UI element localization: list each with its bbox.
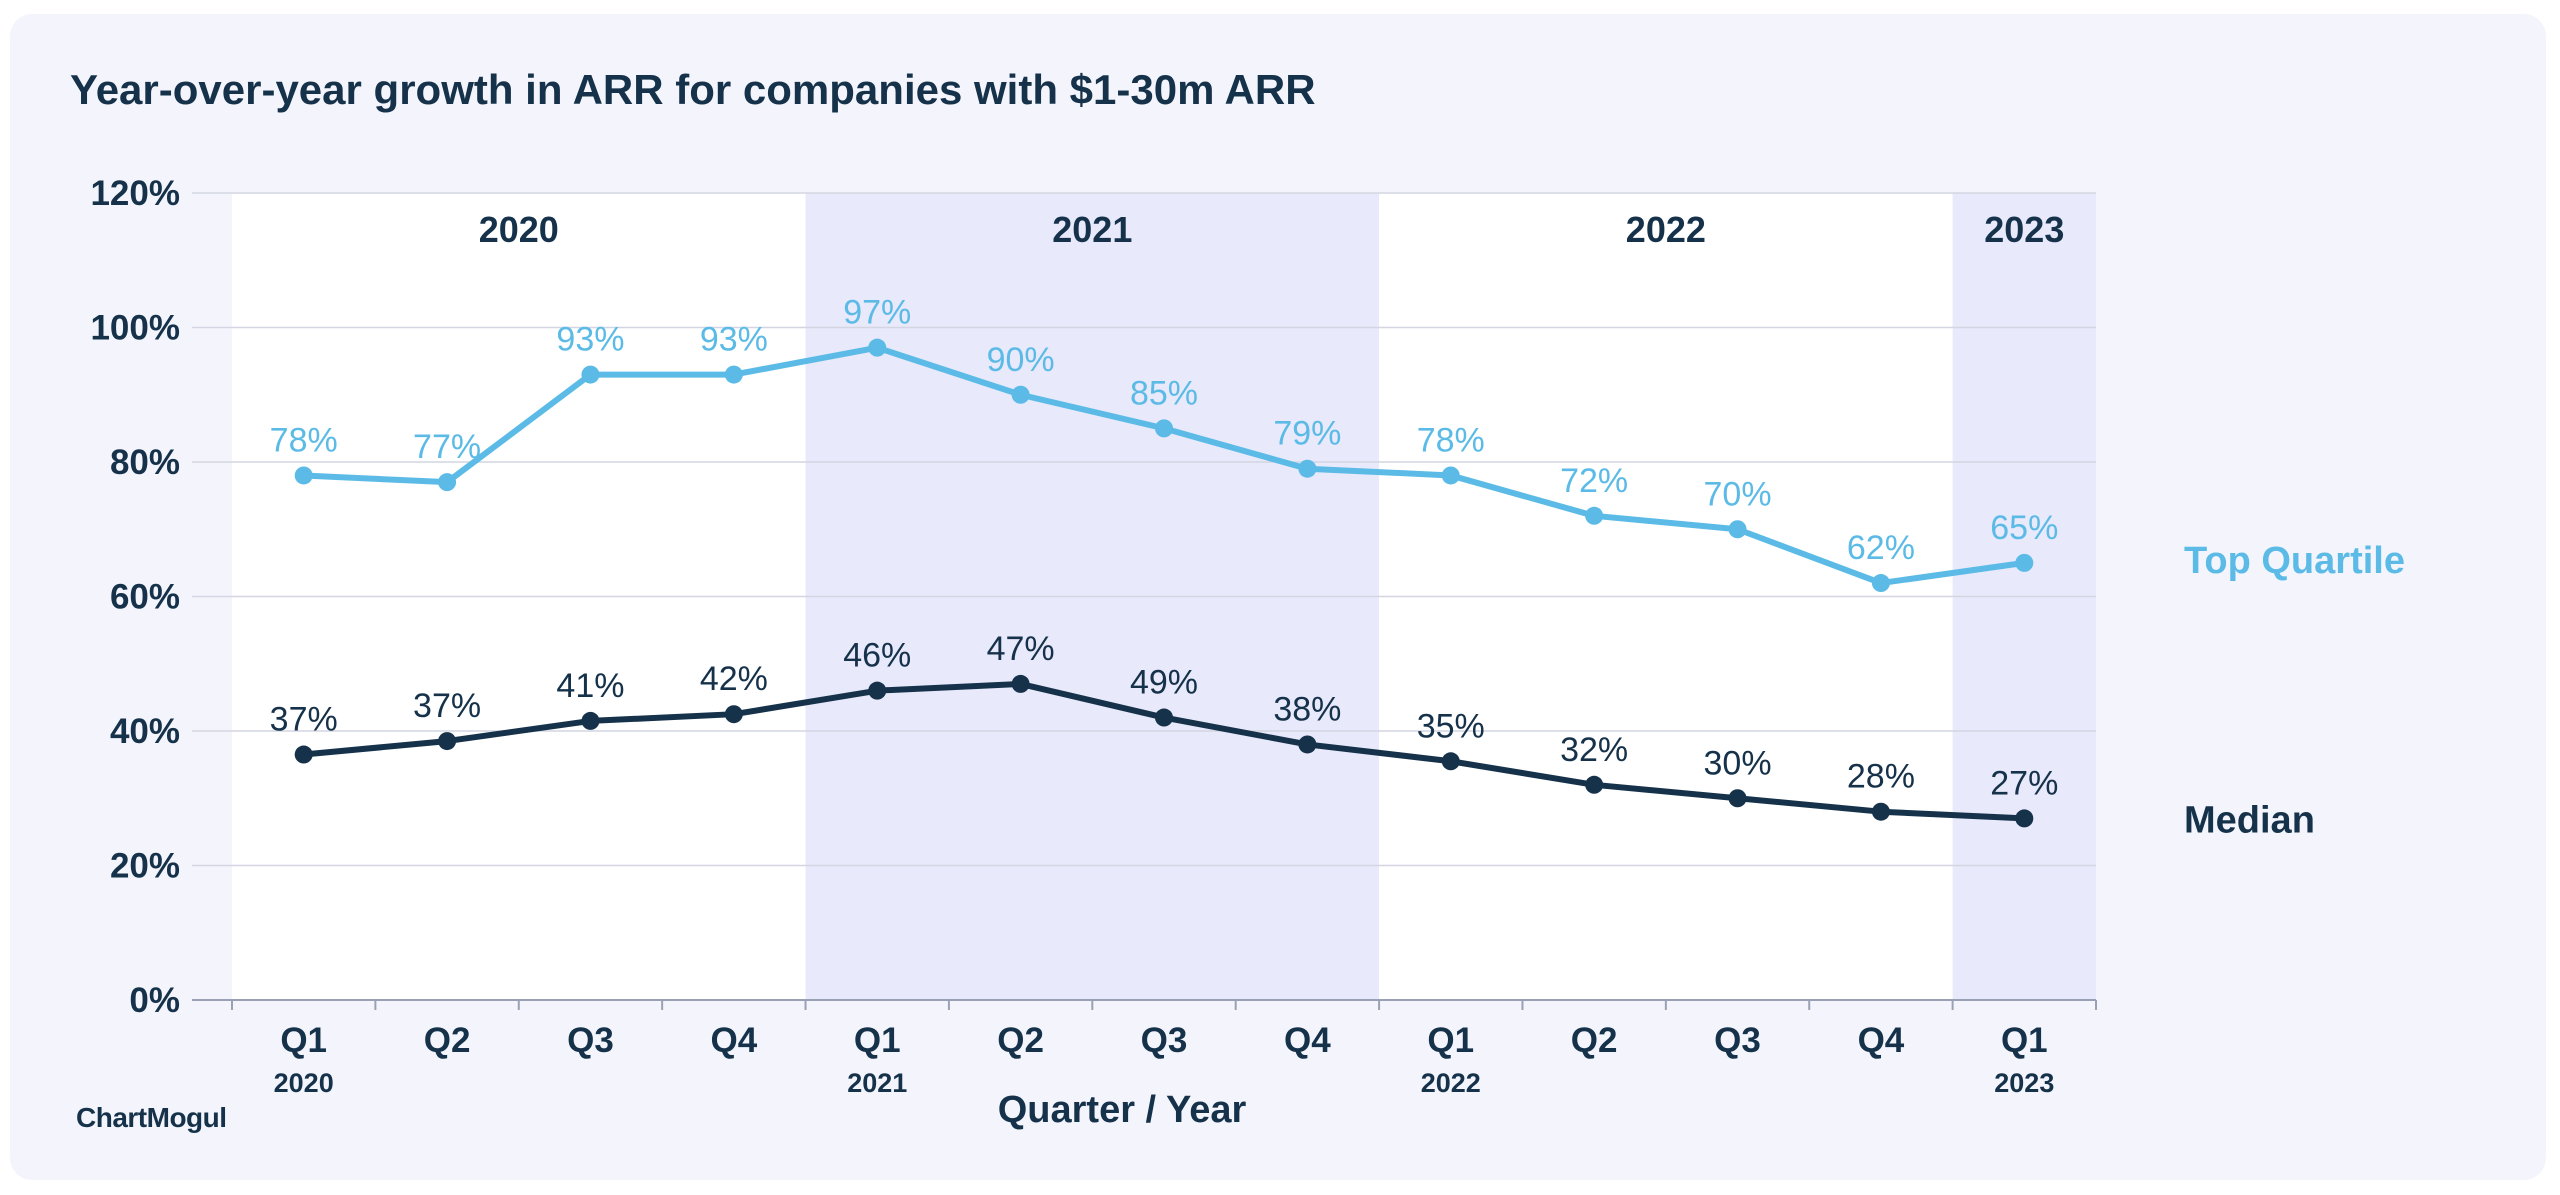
data-label: 70%	[1704, 475, 1772, 513]
data-point	[724, 365, 743, 384]
data-label: 47%	[987, 630, 1055, 668]
x-tick-label: Q3	[567, 1021, 614, 1060]
data-label: 35%	[1417, 707, 1485, 745]
data-label: 97%	[843, 294, 911, 332]
data-label: 85%	[1130, 374, 1198, 412]
x-tick-label: Q4	[1858, 1021, 1905, 1060]
data-point	[2015, 809, 2034, 828]
data-point	[2015, 553, 2034, 572]
data-label: 32%	[1560, 731, 1628, 769]
data-label: 77%	[413, 428, 481, 466]
x-tick-label: Q1	[280, 1021, 327, 1060]
data-point	[868, 338, 887, 357]
y-tick-label: 60%	[110, 578, 180, 617]
data-label: 79%	[1273, 415, 1341, 453]
data-point	[294, 466, 313, 485]
x-tick-year-label: 2023	[1994, 1068, 2054, 1098]
data-point	[1585, 506, 1604, 525]
data-label: 41%	[556, 667, 624, 705]
year-band-label: 2022	[1626, 209, 1706, 250]
data-label: 72%	[1560, 462, 1628, 500]
x-tick-label: Q4	[1284, 1021, 1331, 1060]
data-point	[1871, 802, 1890, 821]
data-label: 65%	[1990, 509, 2058, 547]
data-label: 49%	[1130, 664, 1198, 702]
data-label: 62%	[1847, 529, 1915, 567]
x-tick-year-label: 2022	[1421, 1068, 1481, 1098]
x-tick-label: Q3	[1714, 1021, 1761, 1060]
data-label: 78%	[270, 421, 338, 459]
y-tick-label: 80%	[110, 443, 180, 482]
data-point	[868, 681, 887, 700]
data-point	[1728, 520, 1747, 539]
series-name-label: Top Quartile	[2184, 540, 2405, 582]
data-label: 78%	[1417, 421, 1485, 459]
data-point	[1011, 385, 1030, 404]
data-point	[581, 365, 600, 384]
year-band-label: 2021	[1052, 209, 1132, 250]
data-point	[1441, 466, 1460, 485]
y-tick-label: 20%	[110, 847, 180, 886]
y-tick-label: 0%	[129, 981, 180, 1020]
data-label: 93%	[700, 321, 768, 359]
data-point	[1585, 775, 1604, 794]
data-point	[1011, 674, 1030, 693]
data-point	[1871, 574, 1890, 593]
data-label: 30%	[1704, 744, 1772, 782]
series-name-label: Median	[2184, 799, 2315, 841]
data-label: 90%	[987, 341, 1055, 379]
data-point	[581, 711, 600, 730]
data-label: 46%	[843, 637, 911, 675]
x-tick-year-label: 2020	[274, 1068, 334, 1098]
x-tick-label: Q2	[997, 1021, 1044, 1060]
data-point	[1441, 752, 1460, 771]
data-label: 28%	[1847, 758, 1915, 796]
data-label: 38%	[1273, 690, 1341, 728]
x-axis-label: Quarter / Year	[998, 1089, 1247, 1131]
data-label: 42%	[700, 660, 768, 698]
year-band-label: 2020	[479, 209, 559, 250]
data-label: 37%	[413, 687, 481, 725]
data-label: 93%	[556, 321, 624, 359]
y-tick-label: 100%	[90, 309, 180, 348]
chart-title: Year-over-year growth in ARR for compani…	[70, 66, 1316, 113]
data-point	[1155, 419, 1173, 438]
brand-logo: ChartMogul	[76, 1102, 227, 1133]
x-tick-label: Q2	[424, 1021, 471, 1060]
x-tick-label: Q1	[1427, 1021, 1474, 1060]
data-point	[438, 473, 457, 492]
data-point	[1155, 708, 1173, 727]
y-tick-label: 40%	[110, 712, 180, 751]
x-tick-label: Q2	[1571, 1021, 1618, 1060]
x-tick-label: Q1	[854, 1021, 901, 1060]
x-tick-label: Q3	[1141, 1021, 1188, 1060]
data-label: 37%	[270, 701, 338, 739]
data-point	[724, 705, 743, 724]
data-point	[1298, 735, 1317, 754]
data-point	[1298, 459, 1317, 478]
data-point	[438, 732, 457, 751]
y-tick-label: 120%	[90, 174, 180, 213]
data-point	[1728, 789, 1747, 808]
year-band-label: 2023	[1984, 209, 2064, 250]
data-point	[294, 745, 313, 764]
x-tick-label: Q4	[710, 1021, 757, 1060]
x-tick-label: Q1	[2001, 1021, 2048, 1060]
x-tick-year-label: 2021	[847, 1068, 907, 1098]
data-label: 27%	[1990, 764, 2058, 802]
